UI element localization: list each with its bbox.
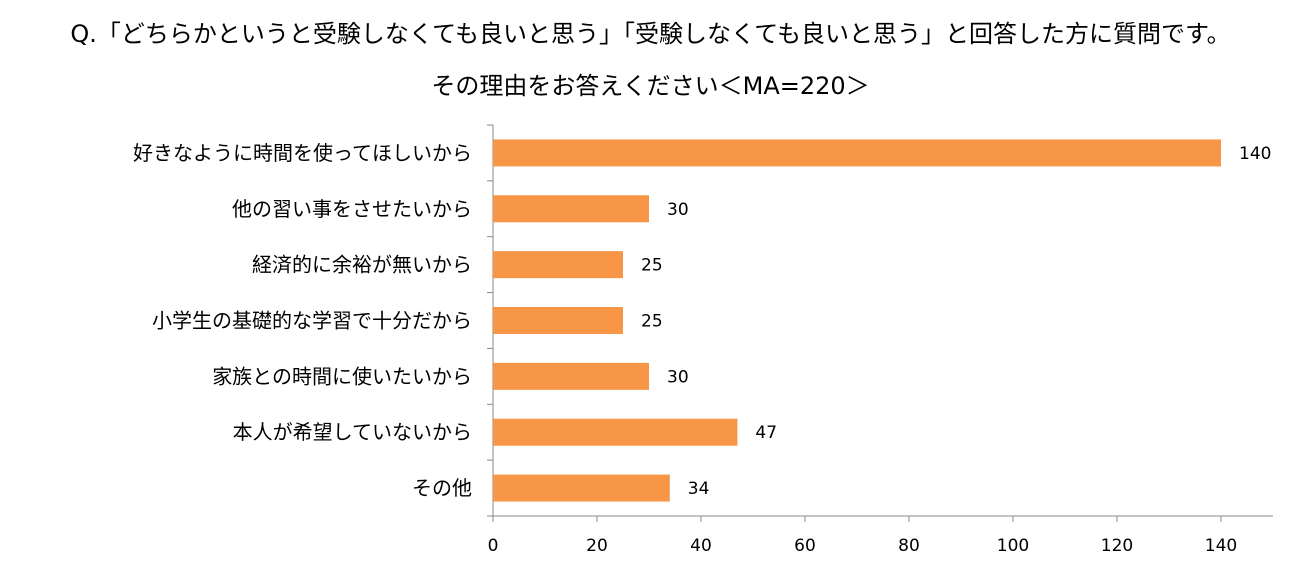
data-label: 25 <box>641 312 663 332</box>
x-tick-label: 40 <box>690 536 712 556</box>
bar <box>493 139 1221 167</box>
data-label: 47 <box>755 423 777 443</box>
category-label: 経済的に余裕が無いから <box>252 253 472 277</box>
x-tick-label: 100 <box>997 536 1029 556</box>
data-label: 30 <box>667 200 689 220</box>
bar <box>493 418 738 446</box>
category-label: 好きなように時間を使ってほしいから <box>133 141 472 165</box>
x-tick-label: 20 <box>586 536 608 556</box>
chart-subtitle: その理由をお答えください＜MA=220＞ <box>431 72 870 100</box>
data-label: 30 <box>667 367 689 387</box>
bar <box>493 195 649 223</box>
x-tick-label: 80 <box>898 536 920 556</box>
category-label: 本人が希望していないから <box>233 420 472 444</box>
data-label: 34 <box>688 479 710 499</box>
category-label: 他の習い事をさせたいから <box>232 197 472 221</box>
data-label: 140 <box>1239 144 1271 164</box>
category-label: 家族との時間に使いたいから <box>212 364 472 388</box>
bar <box>493 362 649 390</box>
x-tick-label: 60 <box>794 536 816 556</box>
bar <box>493 474 670 502</box>
chart-title: Q.「どちらかというと受験しなくても良いと思う」「受験しなくても良いと思う」と回… <box>70 20 1231 48</box>
bar <box>493 307 623 334</box>
category-label: その他 <box>412 476 472 500</box>
category-label: 小学生の基礎的な学習で十分だから <box>152 309 472 333</box>
x-tick-label: 120 <box>1101 536 1133 556</box>
bar <box>493 251 623 279</box>
x-tick-label: 0 <box>488 536 499 556</box>
x-tick-label: 140 <box>1205 536 1237 556</box>
data-label: 25 <box>641 256 663 276</box>
